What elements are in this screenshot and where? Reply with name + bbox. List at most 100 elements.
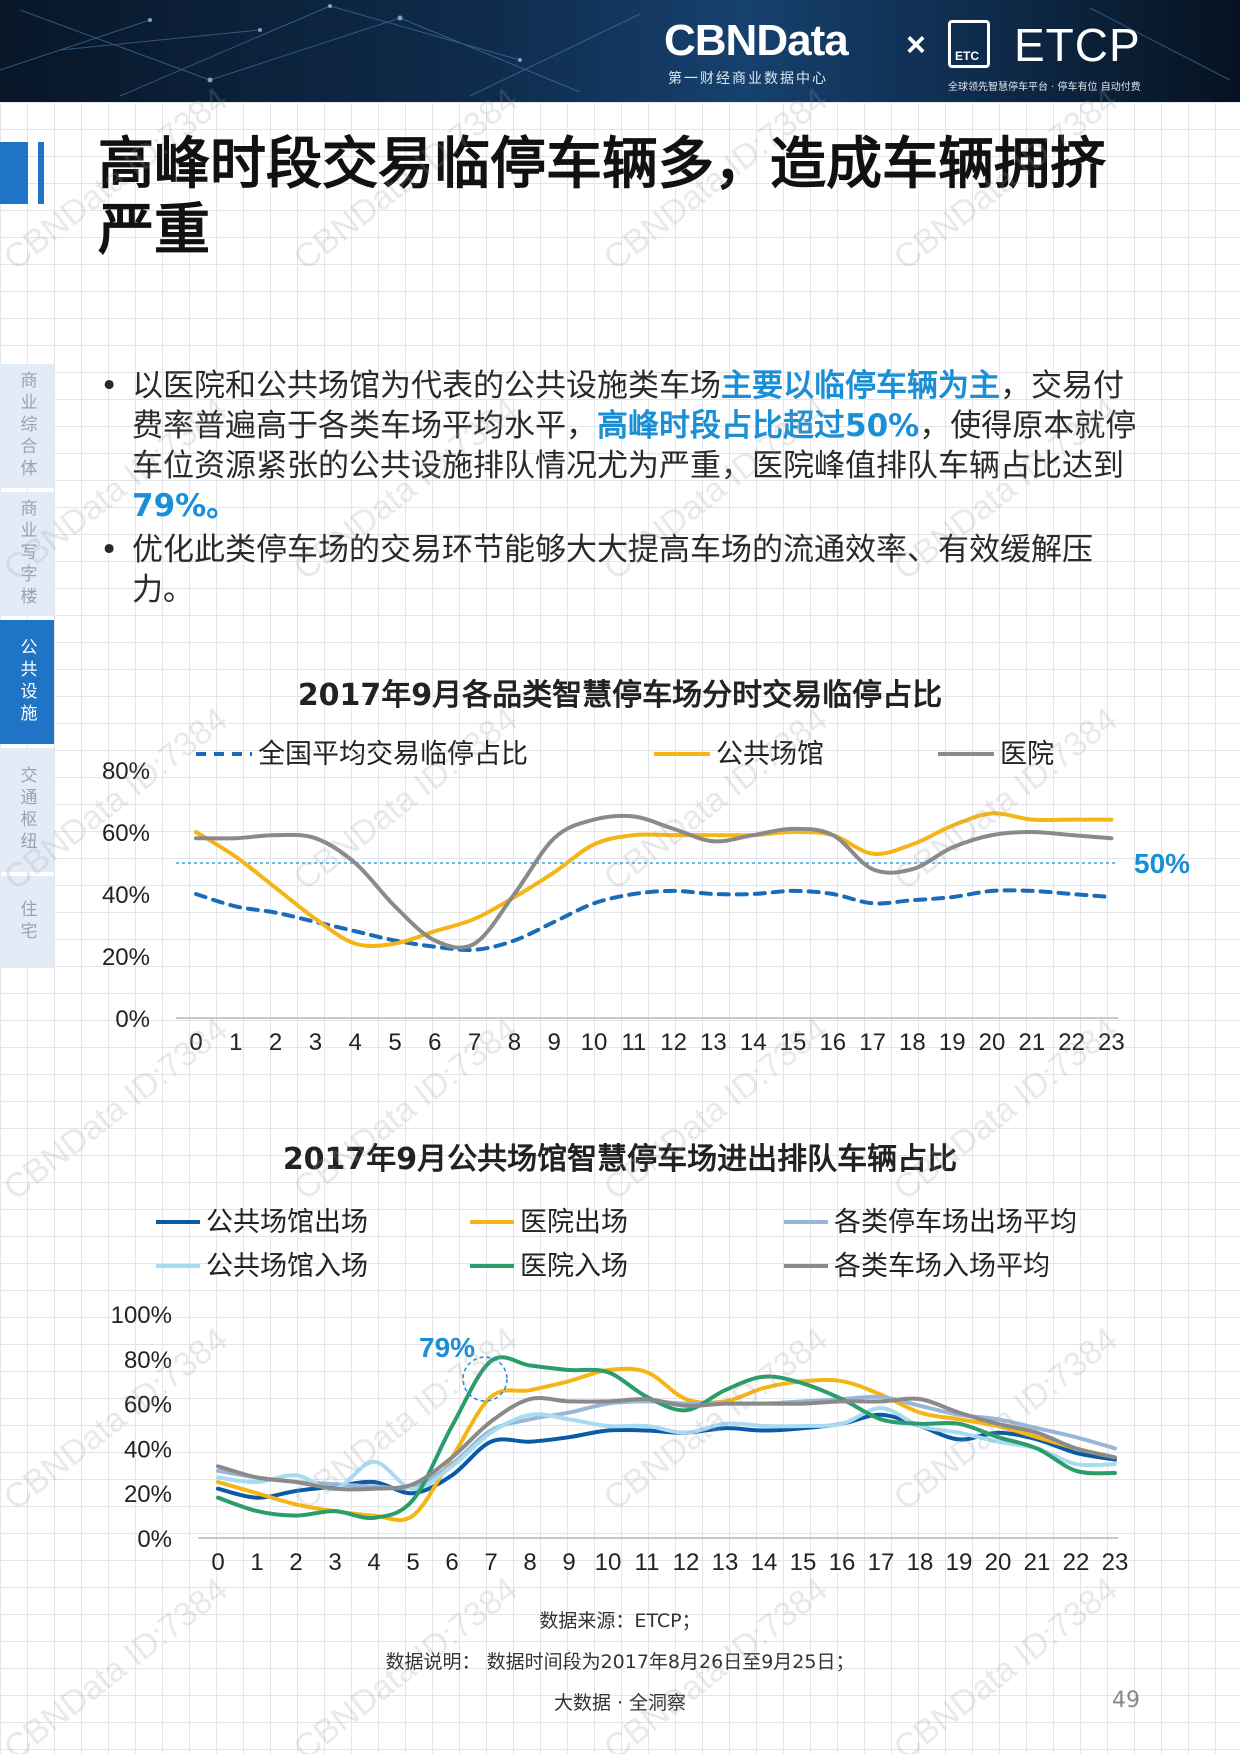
etcp-subtitle: 全球领先智慧停车平台 · 停车有位 自动付费 bbox=[948, 82, 1141, 93]
side-nav-item-transport-hub[interactable]: 交通枢纽 bbox=[0, 748, 54, 872]
bullet-text: 以医院和公共场馆为代表的公共设施类车场 bbox=[132, 368, 721, 404]
x-tick-label: 23 bbox=[1102, 1549, 1129, 1576]
side-nav-label: 商业综合体 bbox=[16, 371, 37, 481]
cbndata-logo: CBNData bbox=[664, 16, 849, 65]
bullet-dot: • bbox=[100, 532, 119, 568]
page-number: 49 bbox=[1112, 1688, 1140, 1713]
x-tick-label: 5 bbox=[388, 1029, 401, 1056]
side-nav-item-public-facilities[interactable]: 公共设施 bbox=[0, 620, 54, 744]
bullet-highlight: 高峰时段占比超过50% bbox=[597, 408, 920, 444]
side-nav-item-office-building[interactable]: 商业写字楼 bbox=[0, 492, 54, 616]
side-nav-label: 商业写字楼 bbox=[16, 499, 37, 609]
y-tick-label: 60% bbox=[102, 820, 150, 847]
x-tick-label: 9 bbox=[548, 1029, 561, 1056]
series-line-2 bbox=[194, 811, 1114, 948]
bullet-list: • 以医院和公共场馆为代表的公共设施类车场主要以临停车辆为主，交易付费率普遍高于各… bbox=[96, 366, 1146, 614]
series-line-3 bbox=[194, 813, 1114, 950]
x-tick-label: 12 bbox=[660, 1029, 687, 1056]
x-tick-label: 19 bbox=[946, 1549, 973, 1576]
x-tick-label: 15 bbox=[790, 1549, 817, 1576]
y-tick-label: 20% bbox=[124, 1481, 172, 1508]
y-tick-label: 0% bbox=[137, 1526, 172, 1553]
series-line-6 bbox=[216, 1396, 1117, 1492]
x-tick-label: 5 bbox=[406, 1549, 419, 1576]
grid-background bbox=[0, 102, 1240, 1754]
x-tick-label: 16 bbox=[829, 1549, 856, 1576]
bullet-item: • 优化此类停车场的交易环节能够大大提高车场的流通效率、有效缓解压力。 bbox=[96, 530, 1146, 610]
etcp-badge-text: ETC bbox=[955, 49, 979, 63]
x-tick-label: 3 bbox=[309, 1029, 322, 1056]
legend-label: 全国平均交易临停占比 bbox=[258, 739, 528, 770]
x-tick-label: 2 bbox=[289, 1549, 302, 1576]
x-tick-label: 10 bbox=[581, 1029, 608, 1056]
legend-label: 各类停车场出场平均 bbox=[834, 1207, 1077, 1238]
y-tick-label: 40% bbox=[102, 882, 150, 909]
bullet-text: 优化此类停车场的交易环节能够大大提高车场的流通效率、有效缓解压力。 bbox=[132, 532, 1093, 608]
footer-source: 数据来源：ETCP； bbox=[539, 1610, 701, 1632]
x-tick-label: 17 bbox=[868, 1549, 895, 1576]
side-nav-item-residential[interactable]: 住宅 bbox=[0, 876, 54, 968]
side-nav-item-commercial-complex[interactable]: 商业综合体 bbox=[0, 364, 54, 488]
footer-tagline: 大数据 · 全洞察 bbox=[553, 1692, 687, 1714]
footer: 数据来源：ETCP； 数据说明： 数据时间段为2017年8月26日至9月25日；… bbox=[0, 1606, 1240, 1729]
legend-label: 医院出场 bbox=[520, 1207, 628, 1238]
x-tick-label: 3 bbox=[328, 1549, 341, 1576]
x-tick-label: 18 bbox=[899, 1029, 926, 1056]
title-accent-bar-thin bbox=[38, 142, 44, 204]
legend-label: 医院 bbox=[1000, 739, 1054, 770]
x-tick-label: 7 bbox=[468, 1029, 481, 1056]
chart2-title: 2017年9月公共场馆智慧停车场进出排队车辆占比 bbox=[282, 1142, 958, 1177]
x-tick-label: 1 bbox=[250, 1549, 263, 1576]
x-tick-label: 11 bbox=[635, 1549, 660, 1576]
x-tick-label: 22 bbox=[1063, 1549, 1090, 1576]
x-tick-label: 11 bbox=[621, 1029, 646, 1056]
x-tick-label: 7 bbox=[484, 1549, 497, 1576]
bullet-highlight: 79%。 bbox=[132, 488, 238, 524]
x-tick-label: 20 bbox=[985, 1549, 1012, 1576]
y-tick-label: 20% bbox=[102, 944, 150, 971]
side-nav-label: 交通枢纽 bbox=[16, 766, 37, 854]
x-tick-label: 1 bbox=[229, 1029, 242, 1056]
etcp-badge-icon: ETC bbox=[948, 20, 990, 68]
bullet-text: ，交易付费率普遍高于各类车场平均水平， bbox=[132, 368, 1124, 444]
cbndata-subtitle: 第一财经商业数据中心 bbox=[668, 71, 828, 87]
x-tick-label: 19 bbox=[939, 1029, 966, 1056]
x-tick-label: 14 bbox=[740, 1029, 767, 1056]
network-pattern bbox=[0, 4, 1231, 97]
series-line-4 bbox=[216, 1406, 1117, 1491]
x-tick-label: 21 bbox=[1024, 1549, 1051, 1576]
annotation-circle bbox=[462, 1356, 508, 1402]
brand-separator: × bbox=[906, 26, 926, 64]
footer-note: 数据说明： 数据时间段为2017年8月26日至9月25日； bbox=[385, 1651, 855, 1673]
x-tick-label: 6 bbox=[428, 1029, 441, 1056]
x-tick-label: 8 bbox=[508, 1029, 521, 1056]
x-tick-label: 0 bbox=[189, 1029, 202, 1056]
x-tick-label: 22 bbox=[1058, 1029, 1085, 1056]
x-tick-label: 14 bbox=[751, 1549, 778, 1576]
x-tick-label: 13 bbox=[700, 1029, 727, 1056]
legend-label: 医院入场 bbox=[520, 1251, 628, 1282]
legend-label: 公共场馆 bbox=[716, 739, 824, 770]
x-tick-label: 18 bbox=[907, 1549, 934, 1576]
x-tick-label: 6 bbox=[445, 1549, 458, 1576]
x-tick-label: 12 bbox=[673, 1549, 700, 1576]
series-line-1 bbox=[194, 888, 1114, 953]
x-tick-label: 4 bbox=[367, 1549, 380, 1576]
x-tick-label: 9 bbox=[562, 1549, 575, 1576]
legend-label: 公共场馆出场 bbox=[206, 1207, 368, 1238]
bullet-item: • 以医院和公共场馆为代表的公共设施类车场主要以临停车辆为主，交易付费率普遍高于各… bbox=[96, 366, 1146, 526]
side-nav-label: 公共设施 bbox=[16, 638, 37, 726]
side-nav: 商业综合体 商业写字楼 公共设施 交通枢纽 住宅 bbox=[0, 364, 54, 972]
annotation-label: 79% bbox=[419, 1332, 475, 1363]
chart1-line-chart: 0 1 2 3 4 5 6 7 8 9 10 11 12 13 14 15 16 17 18 19 20 21 22 230%… bbox=[102, 739, 1190, 1056]
y-tick-label: 80% bbox=[124, 1347, 172, 1374]
y-tick-label: 60% bbox=[124, 1392, 172, 1419]
reference-line-label: 50% bbox=[1134, 848, 1190, 879]
side-nav-label: 住宅 bbox=[16, 900, 37, 944]
x-tick-label: 15 bbox=[780, 1029, 807, 1056]
y-tick-label: 80% bbox=[102, 758, 150, 785]
x-tick-label: 20 bbox=[979, 1029, 1006, 1056]
bullet-text: ，使得原本就停车位资源紧张的公共设施排队情况尤为严重，医院峰值排队车辆占比达到 bbox=[132, 408, 1137, 484]
x-tick-label: 16 bbox=[819, 1029, 846, 1056]
x-tick-label: 0 bbox=[211, 1549, 224, 1576]
